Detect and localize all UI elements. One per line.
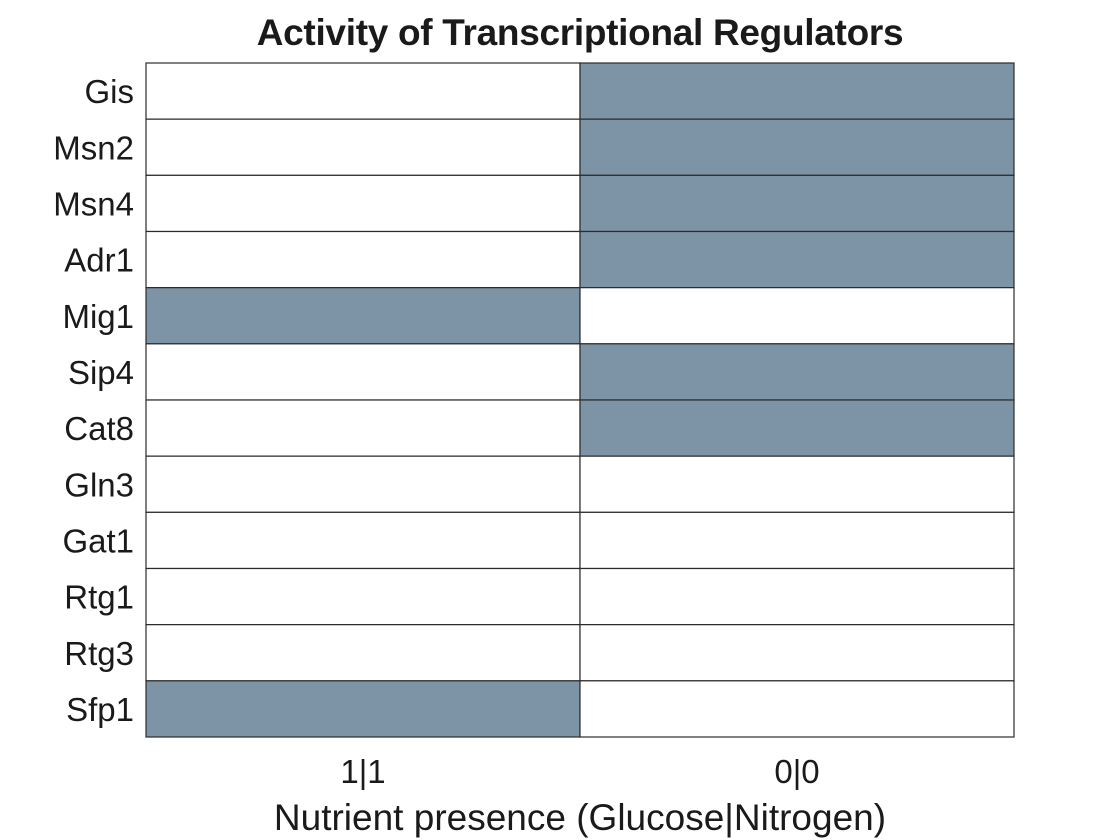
heatmap-cell-cat8-2 [579, 399, 1015, 457]
heatmap-cell-sip4-1 [145, 343, 581, 401]
row-label-gat1: Gat1 [62, 522, 134, 559]
row-label-rtg1: Rtg1 [64, 579, 134, 616]
row-label-rtg3: Rtg3 [64, 635, 134, 672]
row-label-cat8: Cat8 [64, 410, 134, 447]
heatmap-cell-msn4-2 [579, 174, 1015, 233]
row-label-adr1: Adr1 [64, 242, 134, 279]
heatmap-cell-adr1-1 [145, 230, 581, 289]
row-label-gln3: Gln3 [64, 466, 134, 503]
column-label-2: 0|0 [774, 753, 819, 790]
heatmap-cell-mig1-2 [579, 287, 1015, 345]
x-axis-label: Nutrient presence (Glucose|Nitrogen) [274, 797, 886, 838]
heatmap-cell-cat8-1 [145, 399, 581, 457]
row-label-gis: Gis [85, 73, 135, 110]
heatmap-cell-rtg3-1 [145, 624, 581, 682]
heatmap-cell-gat1-1 [145, 511, 581, 570]
column-label-1: 1|1 [340, 753, 385, 790]
heatmap-cell-msn4-1 [145, 174, 581, 233]
heatmap-cell-gis-2 [579, 62, 1015, 120]
heatmap-cell-rtg3-2 [579, 624, 1015, 682]
row-label-sfp1: Sfp1 [66, 691, 134, 728]
heatmap-cell-gis-1 [145, 62, 581, 120]
heatmap-cell-adr1-2 [579, 230, 1015, 289]
heatmap-cell-rtg1-2 [579, 567, 1015, 626]
heatmap-cell-sfp1-1 [145, 680, 581, 738]
row-label-msn2: Msn2 [53, 129, 134, 166]
row-label-msn4: Msn4 [53, 185, 134, 222]
row-label-sip4: Sip4 [68, 354, 134, 391]
heatmap-cell-msn2-2 [579, 118, 1015, 176]
heatmap-cell-gln3-2 [579, 455, 1015, 513]
heatmap-cell-rtg1-1 [145, 567, 581, 626]
heatmap-cell-sfp1-2 [579, 680, 1015, 738]
heatmap-cell-gat1-2 [579, 511, 1015, 570]
row-label-mig1: Mig1 [62, 298, 134, 335]
heatmap-cell-sip4-2 [579, 343, 1015, 401]
heatmap-cell-msn2-1 [145, 118, 581, 176]
heatmap-cell-gln3-1 [145, 455, 581, 513]
heatmap-cell-mig1-1 [145, 287, 581, 345]
chart-title: Activity of Transcriptional Regulators [256, 12, 904, 53]
